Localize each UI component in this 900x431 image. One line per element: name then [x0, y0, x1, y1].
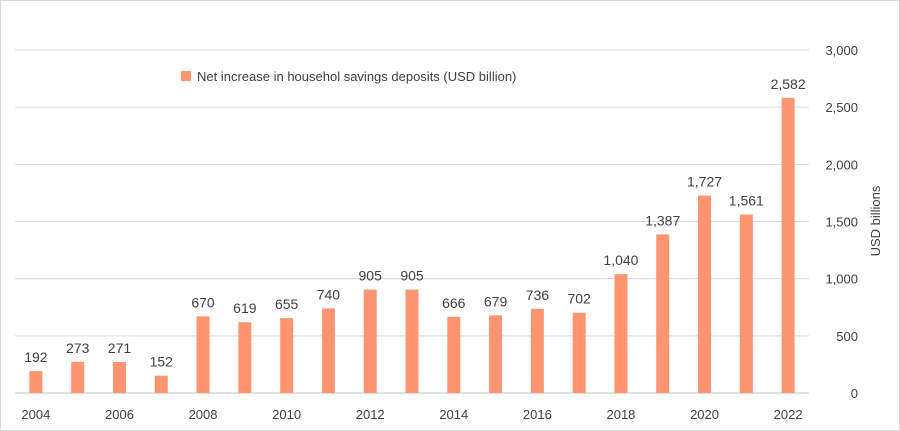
data-label: 2,582	[771, 76, 806, 92]
y-tick-label: 0	[851, 386, 858, 401]
data-label: 1,727	[687, 174, 722, 190]
data-label: 192	[24, 349, 48, 365]
x-tick-label: 2004	[21, 407, 50, 422]
y-axis-label: USD billions	[868, 185, 883, 256]
bar	[238, 322, 252, 393]
x-tick-label: 2008	[189, 407, 218, 422]
bar	[112, 362, 126, 393]
data-label: 905	[400, 268, 424, 284]
legend-swatch	[181, 71, 191, 81]
y-tick-label: 2,500	[825, 100, 858, 115]
y-tick-label: 2,000	[825, 157, 858, 172]
bar	[614, 274, 628, 393]
bar	[405, 289, 419, 393]
bar	[363, 289, 377, 393]
bar	[656, 234, 670, 393]
y-tick-label: 3,000	[825, 43, 858, 58]
x-tick-label: 2014	[439, 407, 468, 422]
gridlines	[15, 49, 809, 394]
x-tick-label: 2022	[774, 407, 803, 422]
data-label: 152	[150, 354, 174, 370]
data-label: 655	[275, 296, 299, 312]
bar	[447, 316, 461, 393]
data-label: 740	[317, 286, 341, 302]
data-labels: 192 273 271 152 670 619 655 740 905 905 666 679 736 7…	[24, 76, 806, 370]
x-tick-label: 2020	[690, 407, 719, 422]
bar	[530, 308, 544, 393]
data-label: 1,387	[645, 212, 680, 228]
bar	[154, 375, 168, 393]
x-tick-label: 2016	[523, 407, 552, 422]
data-label: 666	[442, 295, 466, 311]
x-tick-label: 2012	[356, 407, 385, 422]
data-label: 679	[484, 293, 508, 309]
bars	[29, 97, 795, 394]
data-label: 1,561	[729, 193, 764, 209]
legend: Net increase in househol savings deposit…	[181, 69, 516, 84]
bar	[196, 316, 210, 393]
bar	[572, 312, 586, 393]
y-tick-label: 500	[836, 329, 858, 344]
x-axis-ticks: 2004 2006 2008 2010 2012 2014 2016 2018 2020 2022	[21, 407, 802, 422]
bar	[71, 361, 85, 393]
bar	[321, 308, 335, 393]
bar	[781, 97, 795, 394]
data-label: 670	[191, 294, 215, 310]
y-axis-ticks: 0 500 1,000 1,500 2,000 2,500 3,000	[825, 43, 858, 401]
bar	[29, 371, 43, 393]
data-label: 1,040	[603, 252, 638, 268]
legend-label: Net increase in househol savings deposit…	[197, 69, 516, 84]
data-label: 702	[567, 291, 591, 307]
data-label: 619	[233, 300, 257, 316]
data-label: 905	[359, 268, 383, 284]
data-label: 736	[526, 287, 550, 303]
x-tick-label: 2006	[105, 407, 134, 422]
data-label: 273	[66, 340, 90, 356]
bar	[739, 214, 753, 393]
bar	[280, 318, 294, 393]
bar	[489, 315, 503, 393]
bar	[698, 195, 712, 393]
y-tick-label: 1,500	[825, 215, 858, 230]
x-tick-label: 2010	[272, 407, 301, 422]
data-label: 271	[108, 340, 132, 356]
x-tick-label: 2018	[606, 407, 635, 422]
y-tick-label: 1,000	[825, 272, 858, 287]
